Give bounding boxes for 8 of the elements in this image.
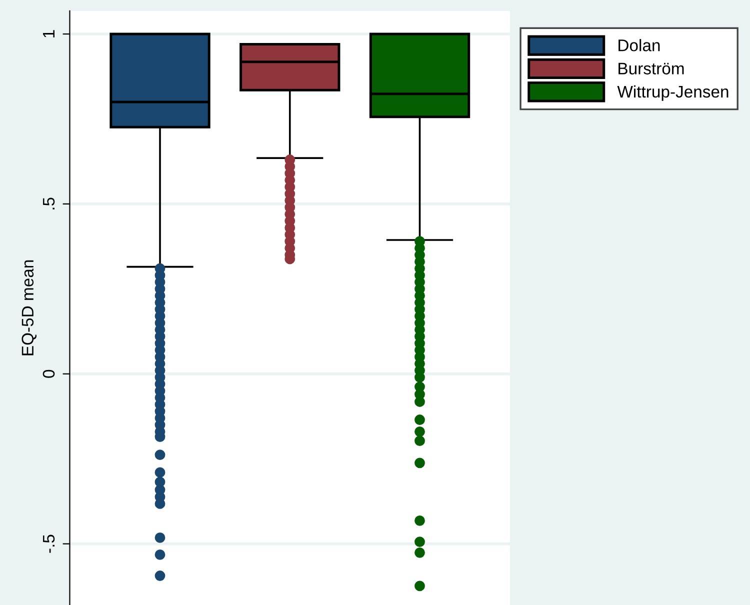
y-tick-label: .5 [43,198,55,210]
y-tick-label: 0 [42,370,55,378]
y-tick-label: -.5 [43,534,55,553]
legend-label: Burström [618,62,684,74]
y-tick-label: 1 [43,30,54,38]
legend-label: Dolan [618,39,660,52]
y-axis-title: EQ-5D mean [22,260,37,356]
legend-label: Wittrup-Jensen [617,85,728,101]
